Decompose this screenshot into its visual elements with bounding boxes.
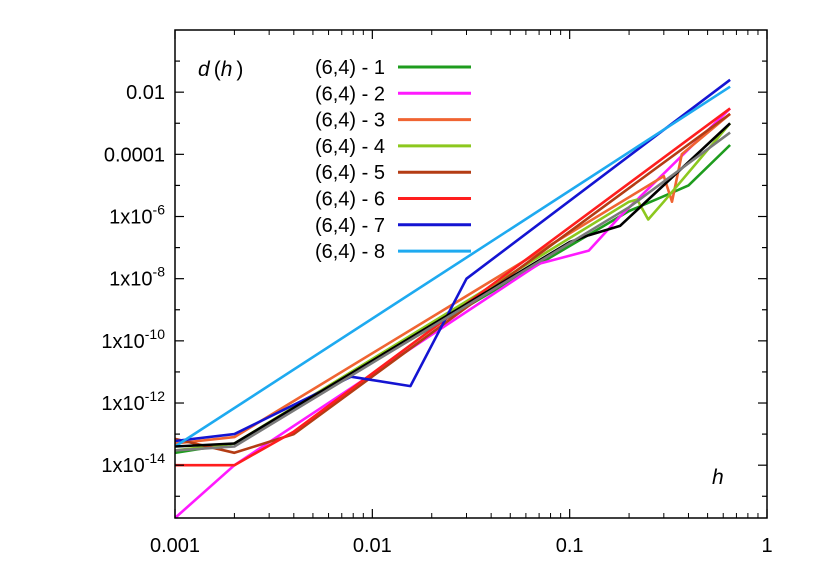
series-line-3 — [174, 112, 731, 445]
legend-label-2: (6,4) - 2 — [315, 83, 385, 105]
y-tick-labels: 1x10-14 1x10-12 1x10-10 1x10-8 1x10-6 0.0001 0… — [101, 82, 165, 477]
x-tick-label-3: 1 — [761, 535, 772, 557]
y-axis-label: d (h) — [198, 58, 243, 81]
legend-label-1: (6,4) - 1 — [315, 57, 385, 79]
legend-label-8: (6,4) - 8 — [315, 241, 385, 263]
y-tick-label-4: 1x10-6 — [109, 202, 165, 229]
y-tick-label-1: 1x10-12 — [101, 388, 165, 415]
series-line-10 — [174, 131, 731, 452]
legend-label-3: (6,4) - 3 — [315, 110, 385, 132]
legend-label-6: (6,4) - 6 — [315, 189, 385, 211]
y-tick-label-3: 1x10-8 — [109, 264, 165, 291]
series-line-5 — [174, 112, 731, 455]
legend-label-7: (6,4) - 7 — [315, 215, 385, 237]
series-line-2 — [174, 107, 732, 519]
y-tick-label-5: 0.0001 — [104, 144, 165, 166]
legend-label-5: (6,4) - 5 — [315, 162, 385, 184]
y-axis-label-arg: h — [221, 58, 233, 81]
x-axis-label: h — [712, 466, 724, 489]
series-line-7 — [174, 78, 731, 443]
series-lines — [174, 78, 732, 519]
x-tick-label-1: 0.01 — [353, 535, 392, 557]
series-line-8 — [174, 85, 731, 448]
series-line-6 — [175, 107, 731, 467]
y-tick-label-6: 0.01 — [126, 82, 165, 104]
x-tick-label-2: 0.1 — [556, 535, 584, 557]
legend-label-4: (6,4) - 4 — [315, 136, 385, 158]
legend: (6,4) - 1 (6,4) - 2 (6,4) - 3 (6,4) - 4 (6,4… — [315, 57, 471, 263]
y-tick-label-0: 1x10-14 — [101, 450, 165, 477]
plot-frame — [174, 29, 768, 519]
axis-ticks — [174, 30, 768, 518]
y-axis-label-var: d — [198, 58, 211, 81]
y-tick-label-2: 1x10-10 — [101, 326, 165, 353]
x-tick-labels: 0.001 0.01 0.1 1 — [150, 535, 773, 557]
x-tick-label-0: 0.001 — [150, 535, 200, 557]
